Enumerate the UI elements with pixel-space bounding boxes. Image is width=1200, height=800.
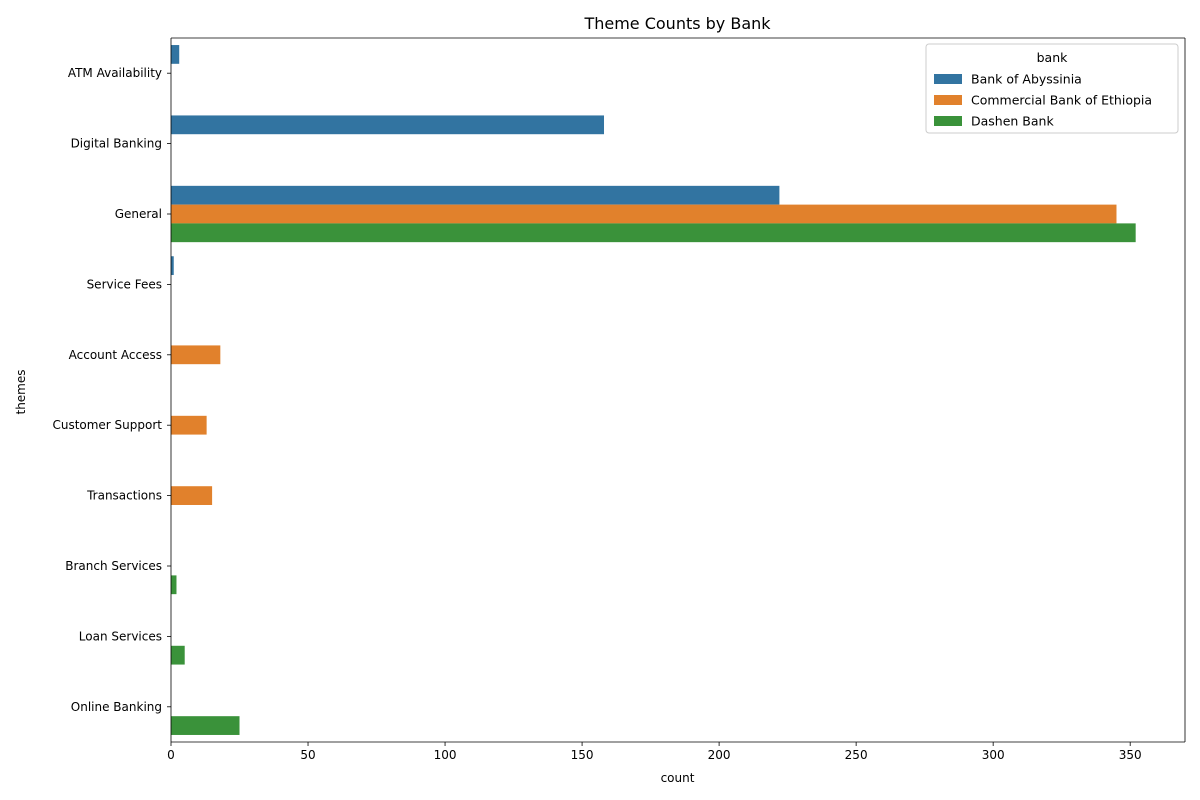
x-axis-label: count — [661, 771, 695, 785]
legend: bank Bank of Abyssinia Commercial Bank of … — [925, 43, 1179, 134]
x-tick-label: 300 — [982, 748, 1005, 762]
bar — [171, 256, 174, 276]
legend-swatch — [934, 116, 962, 126]
legend-item-label: Commercial Bank of Ethiopia — [971, 93, 1152, 108]
bar — [171, 486, 213, 505]
bar — [171, 415, 207, 435]
bar — [171, 575, 177, 595]
bar — [171, 115, 605, 135]
y-tick-label: General — [115, 207, 162, 221]
chart-title: Theme Counts by Bank — [583, 14, 771, 33]
bar — [171, 185, 780, 205]
y-tick-label: ATM Availability — [68, 66, 162, 80]
x-tick-label: 150 — [571, 748, 594, 762]
x-tick-label: 200 — [708, 748, 731, 762]
y-axis-label: themes — [14, 369, 28, 414]
bar — [171, 223, 1136, 243]
x-tick-label: 350 — [1119, 748, 1142, 762]
bar — [171, 204, 1117, 224]
y-tick-label: Service Fees — [87, 277, 162, 291]
y-tick-label: Online Banking — [71, 700, 162, 714]
x-tick-label: 50 — [300, 748, 315, 762]
x-tick-label: 250 — [845, 748, 868, 762]
plot-area: 0 50 100 150 200 250 300 350 ATM Availability Dig… — [52, 37, 1186, 762]
bar — [171, 45, 180, 64]
legend-item-label: Dashen Bank — [971, 114, 1054, 129]
bar — [171, 345, 221, 365]
y-tick-label: Transactions — [86, 489, 162, 503]
bar — [171, 716, 240, 735]
x-tick-label: 100 — [434, 748, 457, 762]
y-tick-label: Digital Banking — [71, 137, 162, 151]
legend-box — [925, 43, 1179, 134]
bar — [171, 645, 185, 665]
y-tick-label: Branch Services — [65, 559, 162, 573]
y-tick-label: Customer Support — [52, 418, 162, 432]
y-tick-label: Loan Services — [79, 629, 162, 643]
legend-swatch — [934, 74, 962, 84]
x-tick-label: 0 — [167, 748, 175, 762]
legend-title: bank — [1037, 50, 1069, 65]
legend-swatch — [934, 95, 962, 105]
y-tick-label: Account Access — [69, 348, 162, 362]
legend-item-label: Bank of Abyssinia — [971, 72, 1082, 87]
